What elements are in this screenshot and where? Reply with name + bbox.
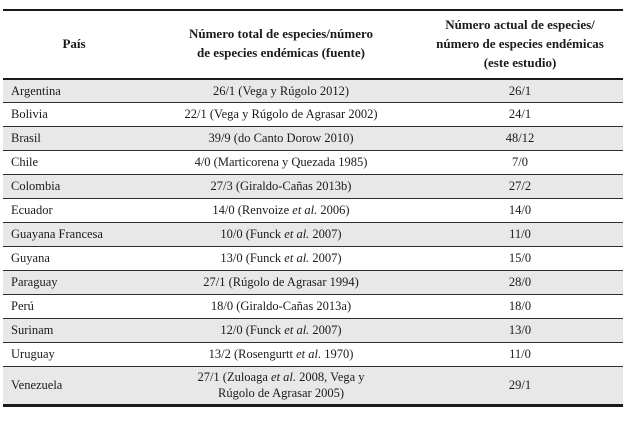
col-header-country: País [62, 35, 86, 51]
country-cell: Ecuador [11, 203, 53, 218]
table-row: Colombia 27/3 (Giraldo-Cañas 2013b) 27/2 [3, 174, 623, 199]
country-cell: Uruguay [11, 347, 55, 362]
table-body: Argentina 26/1 (Vega y Rúgolo 2012) 26/1 Bo… [3, 78, 623, 406]
country-cell: Perú [11, 299, 34, 314]
current-count-cell: 28/0 [508, 275, 532, 290]
source-count-cell: 39/9 (do Canto Dorow 2010) [208, 131, 354, 146]
current-count-cell: 14/0 [508, 203, 532, 218]
country-cell: Brasil [11, 131, 41, 146]
table-row: Venezuela 27/1 (Zuloaga et al. 2008, Vega… [3, 366, 623, 406]
current-count-cell: 7/0 [512, 155, 528, 170]
table-row: Argentina 26/1 (Vega y Rúgolo 2012) 26/1 [3, 78, 623, 103]
country-cell: Colombia [11, 179, 61, 194]
table-row: Guyana 13/0 (Funck et al. 2007) 15/0 [3, 247, 623, 271]
source-count-cell: 27/3 (Giraldo-Cañas 2013b) [210, 179, 352, 194]
source-count-cell: 27/1 (Zuloaga et al. 2008, Vega y Rúgolo … [197, 370, 365, 401]
current-count-cell: 29/1 [508, 378, 532, 393]
table-row: Guayana Francesa 10/0 (Funck et al. 2007)… [3, 222, 623, 247]
source-count-cell: 26/1 (Vega y Rúgolo 2012) [212, 83, 350, 98]
country-cell: Bolivia [11, 107, 48, 122]
country-cell: Guayana Francesa [11, 227, 103, 242]
col-header-total-species: Número total de especies/número de espec… [188, 26, 374, 61]
country-cell: Argentina [11, 83, 61, 98]
table-row: Paraguay 27/1 (Rúgolo de Agrasar 1994) 28/… [3, 270, 623, 295]
current-count-cell: 11/0 [509, 227, 531, 242]
header-row: País Número total de especies/número de … [3, 10, 623, 79]
current-count-cell: 48/12 [505, 131, 535, 146]
country-cell: Chile [11, 155, 39, 170]
col-header-current-species: Número actual de especies/ número de esp… [436, 17, 604, 70]
species-by-country-table: País Número total de especies/número de … [3, 9, 623, 407]
current-count-cell: 24/1 [508, 107, 532, 122]
source-count-cell: 13/0 (Funck et al. 2007) [220, 251, 342, 266]
table-row: Perú 18/0 (Giraldo-Cañas 2013a) 18/0 [3, 295, 623, 319]
source-count-cell: 12/0 (Funck et al. 2007) [220, 323, 342, 338]
table-row: Surinam 12/0 (Funck et al. 2007) 13/0 [3, 318, 623, 343]
source-count-cell: 10/0 (Funck et al. 2007) [220, 227, 342, 242]
table-row: Bolivia 22/1 (Vega y Rúgolo de Agrasar 20… [3, 103, 623, 127]
table-row: Chile 4/0 (Marticorena y Quezada 1985) 7/0 [3, 151, 623, 175]
country-cell: Guyana [11, 251, 50, 266]
current-count-cell: 18/0 [508, 299, 532, 314]
table-row: Ecuador 14/0 (Renvoize et al. 2006) 14/0 [3, 199, 623, 223]
source-count-cell: 27/1 (Rúgolo de Agrasar 1994) [203, 275, 359, 290]
source-count-cell: 14/0 (Renvoize et al. 2006) [212, 203, 350, 218]
current-count-cell: 11/0 [509, 347, 531, 362]
table-row: Brasil 39/9 (do Canto Dorow 2010) 48/12 [3, 126, 623, 151]
table-row: Uruguay 13/2 (Rosengurtt et al. 1970) 11/0 [3, 343, 623, 367]
table-header: País Número total de especies/número de … [3, 10, 623, 79]
source-count-cell: 22/1 (Vega y Rúgolo de Agrasar 2002) [184, 107, 378, 122]
current-count-cell: 27/2 [508, 179, 532, 194]
country-cell: Paraguay [11, 275, 58, 290]
source-count-cell: 18/0 (Giraldo-Cañas 2013a) [210, 299, 352, 314]
source-count-cell: 13/2 (Rosengurtt et al. 1970) [208, 347, 354, 362]
current-count-cell: 15/0 [508, 251, 532, 266]
current-count-cell: 13/0 [508, 323, 532, 338]
country-cell: Surinam [11, 323, 54, 338]
source-count-cell: 4/0 (Marticorena y Quezada 1985) [194, 155, 368, 170]
country-cell: Venezuela [11, 378, 63, 393]
current-count-cell: 26/1 [508, 83, 532, 98]
